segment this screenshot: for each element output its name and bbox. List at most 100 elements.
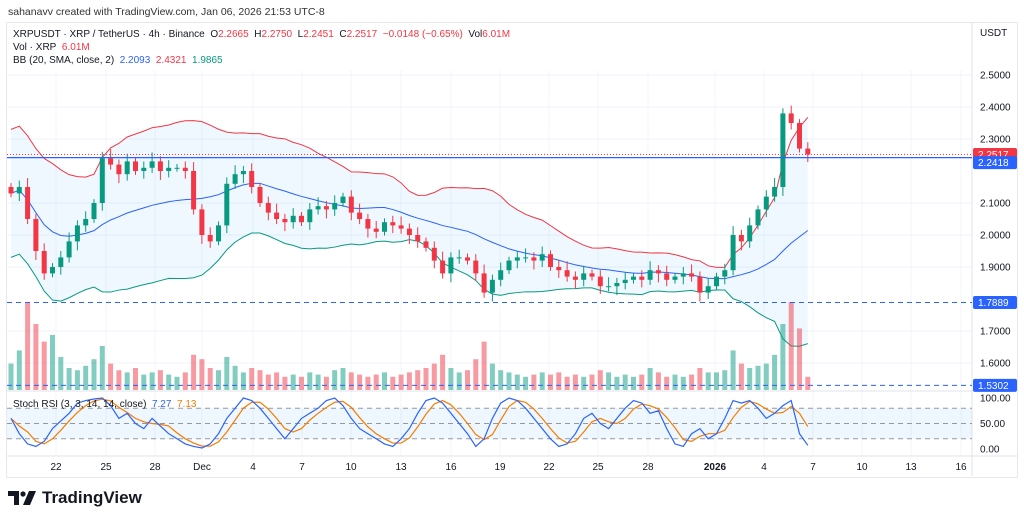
low-label: L [297,29,304,40]
volume-bar [274,372,280,390]
candle [456,249,462,264]
candle-body [697,276,703,293]
candle-body [240,171,246,175]
candle [747,217,753,248]
candle-body [440,260,446,274]
candle [390,215,396,234]
volume-bar [216,370,221,390]
candle [365,213,371,238]
stoch-tick-label: 50.00 [980,419,1005,430]
candle-body [265,203,271,213]
volume-bar [498,370,504,390]
volume-bar [440,354,446,390]
time-tick-label: 13 [395,462,407,473]
candle [631,272,636,284]
candle [224,177,230,234]
candle [572,271,578,289]
volume-bar [199,359,205,390]
candle-body [556,267,562,271]
stoch-tick-label: 100.00 [980,394,1011,405]
candle-body [772,187,778,197]
candle [531,252,537,270]
candle [50,263,55,278]
candle-body [523,257,529,259]
volume-bar [66,368,72,390]
volume-bar [581,376,587,390]
symbol-legend: XRPUSDT · XRP / TetherUS · 4h · Binance … [13,29,510,40]
price-tick-label: 2.0000 [980,231,1011,242]
candle [191,162,197,215]
candle-body [406,228,412,235]
candle-body [166,167,172,171]
candle [174,163,180,172]
candle-body [174,167,180,169]
candle-body [108,158,114,165]
volume-bar [415,370,421,390]
volume-bar [224,357,230,390]
tradingview-logo[interactable]: TradingView [8,488,142,508]
price-tick-label: 2.5000 [980,71,1011,82]
volume-bar [340,368,346,390]
volume-bar [357,374,363,390]
stoch-title[interactable]: Stoch RSI (3, 3, 14, 14, close) [13,399,147,410]
price-tag-bg [973,156,1017,170]
volume-bar [373,374,379,390]
candle-body [622,279,628,283]
candle-body [357,212,363,219]
candle-body [290,215,296,223]
volume-bar [614,376,620,390]
candle-body [116,164,122,175]
candle-body [199,209,205,235]
candle [506,256,512,275]
currency-label[interactable]: USDT [980,28,1008,39]
stoch-k-line [10,397,809,449]
candle [166,160,172,178]
candle-body [680,273,686,277]
candle-body [365,219,371,229]
volume-title[interactable]: Vol · XRP [13,42,57,53]
bb-title[interactable]: BB (20, SMA, close, 2) [13,55,115,66]
candle-body [797,123,802,149]
volume-bar [124,372,130,390]
candle [697,271,703,302]
candle [780,108,786,196]
low-value: 2.2451 [303,29,334,40]
volume-bar [689,374,695,390]
candle [58,251,64,275]
volume-bar [714,372,719,390]
open-value: 2.2665 [218,29,249,40]
candle-body [498,270,504,280]
volume-bar [639,374,645,390]
candle-body [41,251,47,274]
time-tick-label: 22 [543,462,555,473]
volume-bar [514,374,520,390]
candle [597,270,603,294]
vol-label: Vol [468,29,483,40]
volume-bar [556,372,562,390]
volume-bar [763,363,769,390]
volume-bar [332,370,338,390]
volume-value: 6.01M [61,42,90,53]
candle-body [738,235,744,242]
time-tick-label: 7 [810,462,816,473]
candle [16,180,22,202]
candle [465,253,470,265]
time-tick-label: 22 [50,462,62,473]
volume-bar [606,372,612,390]
symbol-title[interactable]: XRPUSDT · XRP / TetherUS · 4h · Binance [13,29,205,40]
candle [714,272,719,291]
candle [141,161,147,179]
candle [257,183,263,207]
volume-bar [232,365,238,390]
volume-bar [133,368,138,390]
time-tick-label: 28 [149,462,161,473]
volume-bar [323,376,329,390]
time-tick-label: 28 [642,462,654,473]
candle [83,211,89,232]
candle-body [274,212,280,219]
candle-body [191,171,197,210]
candle-body [398,225,404,229]
time-tick-label: Dec [193,462,211,473]
candle-body [788,113,794,123]
